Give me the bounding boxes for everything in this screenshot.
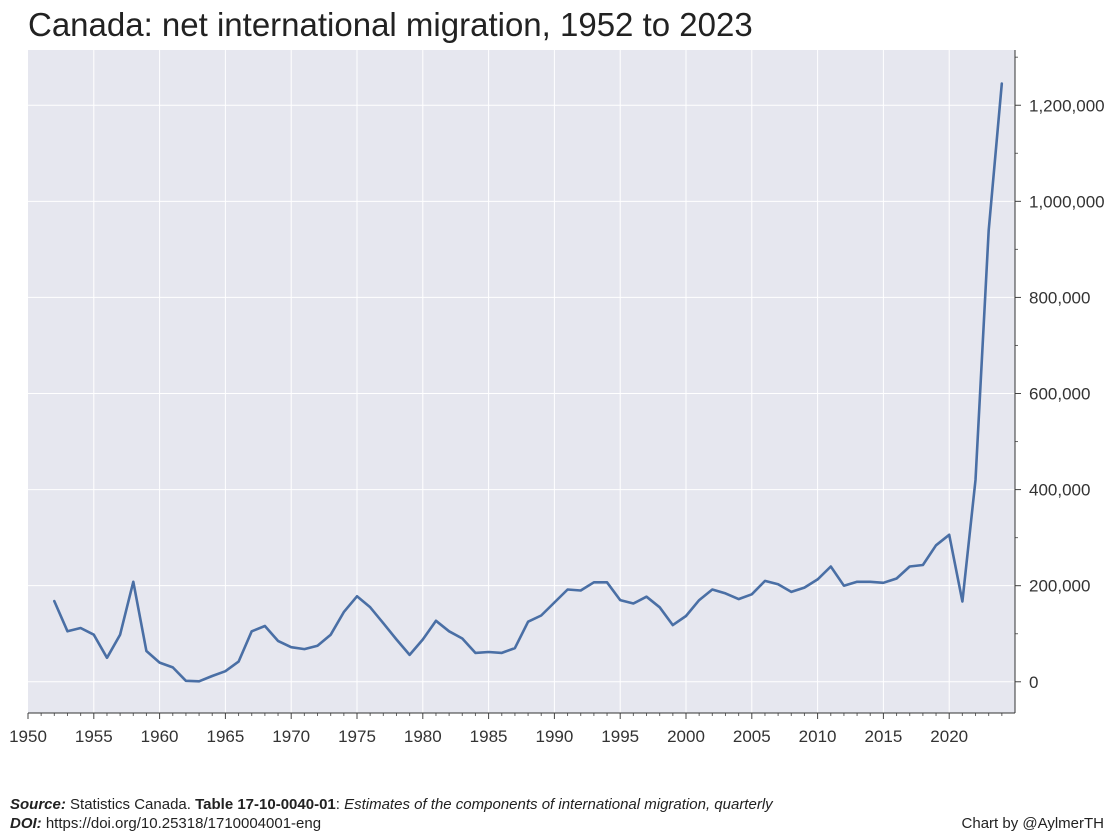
y-tick-label: 600,000 — [1029, 385, 1090, 404]
x-tick-label: 1990 — [535, 727, 573, 746]
source-note: Source: Statistics Canada. Table 17-10-0… — [10, 796, 773, 813]
x-tick-label: 1960 — [141, 727, 179, 746]
x-tick-label: 1970 — [272, 727, 310, 746]
x-tick-label: 1975 — [338, 727, 376, 746]
y-tick-label: 1,200,000 — [1029, 96, 1105, 115]
x-tick-label: 2015 — [864, 727, 902, 746]
x-tick-label: 1980 — [404, 727, 442, 746]
x-tick-label: 2005 — [733, 727, 771, 746]
y-tick-label: 0 — [1029, 673, 1038, 692]
x-tick-label: 1955 — [75, 727, 113, 746]
x-tick-label: 1965 — [206, 727, 244, 746]
source-org: Statistics Canada. — [70, 796, 191, 813]
chart-credit: Chart by @AylmerTH — [961, 815, 1104, 832]
doi-note: DOI: https://doi.org/10.25318/1710004001… — [10, 815, 321, 832]
source-label: Source: — [10, 796, 66, 813]
y-tick-label: 1,000,000 — [1029, 192, 1105, 211]
grid-lines — [28, 50, 1015, 713]
x-tick-label: 1985 — [470, 727, 508, 746]
doi-value: https://doi.org/10.25318/1710004001-eng — [45, 815, 322, 832]
table-separator: : — [335, 796, 340, 813]
x-tick-label: 2020 — [930, 727, 968, 746]
plot-area — [28, 50, 1015, 713]
y-tick-labels: 0 200,000 400,000 600,000 800,000 1,000,000 1,… — [1029, 96, 1105, 692]
x-tick-label: 2010 — [799, 727, 837, 746]
y-tick-label: 800,000 — [1029, 288, 1090, 307]
y-tick-label: 400,000 — [1029, 481, 1090, 500]
series-group — [52, 82, 1004, 683]
x-tick-label: 1995 — [601, 727, 639, 746]
x-tick-label: 1950 — [9, 727, 47, 746]
series-line — [52, 82, 1004, 683]
x-tick-labels: 1950 1955 1960 1965 1970 1975 1980 1985 1990 1995… — [9, 727, 968, 746]
table-id: Table 17-10-0040-01 — [195, 796, 336, 813]
axes — [27, 50, 1021, 719]
chart-title: Canada: net international migration, 195… — [28, 6, 753, 43]
table-description: Estimates of the components of internati… — [344, 796, 773, 813]
doi-label: DOI: — [10, 815, 42, 832]
line-chart: 1950 1955 1960 1965 1970 1975 1980 1985 1990 1995… — [9, 50, 1105, 746]
x-tick-label: 2000 — [667, 727, 705, 746]
y-tick-label: 200,000 — [1029, 577, 1090, 596]
